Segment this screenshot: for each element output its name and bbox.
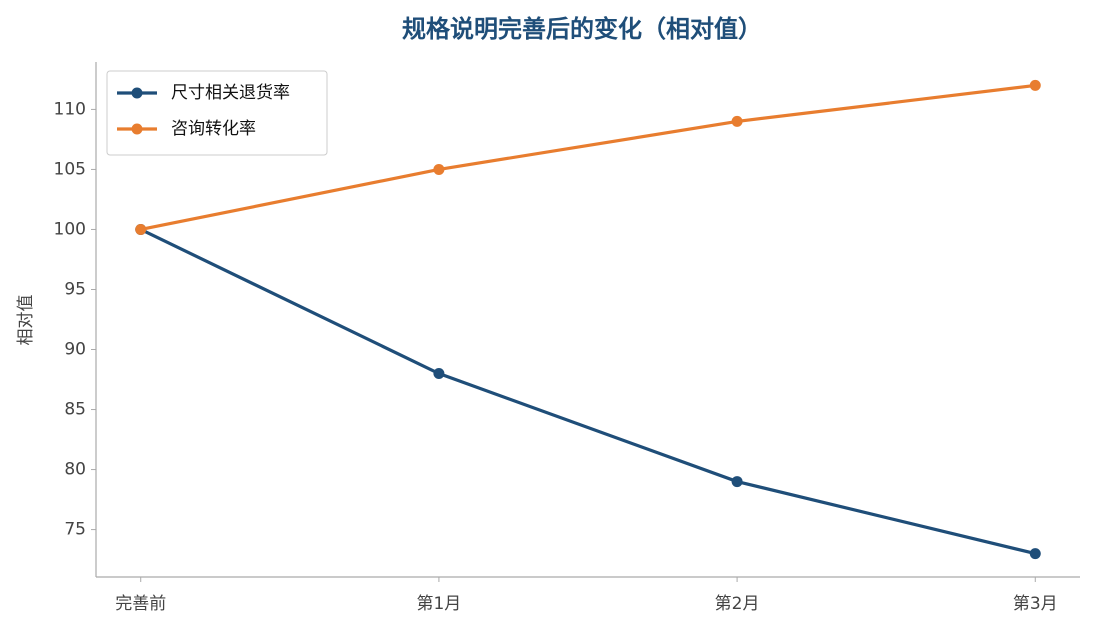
y-tick-label: 85 <box>64 400 86 420</box>
point <box>1029 548 1041 560</box>
y-tick-label: 75 <box>64 520 86 540</box>
legend-label: 尺寸相关退货率 <box>171 83 290 103</box>
y-axis-label: 相对值 <box>16 295 36 346</box>
x-tick-label: 第1月 <box>416 594 461 614</box>
point <box>433 368 445 380</box>
legend-marker <box>131 123 143 135</box>
point <box>731 115 743 127</box>
legend-label: 咨询转化率 <box>171 119 256 139</box>
legend-box <box>106 70 328 156</box>
x-tick-label: 第3月 <box>1013 594 1058 614</box>
y-tick-label: 80 <box>64 460 86 480</box>
line <box>140 83 1036 232</box>
point <box>731 476 743 488</box>
point <box>1029 79 1041 91</box>
chart-title: 规格说明完善后的变化（相对值） <box>402 15 762 43</box>
point <box>135 223 147 235</box>
y-tick-label: 110 <box>54 99 86 119</box>
x-tick-label: 完善前 <box>115 594 166 614</box>
line <box>140 228 1036 556</box>
point <box>433 163 445 175</box>
y-tick-label: 95 <box>64 279 86 299</box>
y-tick-label: 90 <box>64 340 86 360</box>
x-tick-label: 第2月 <box>715 594 760 614</box>
y-tick-label: 105 <box>54 159 86 179</box>
legend-marker <box>131 87 143 99</box>
y-tick-label: 100 <box>54 219 86 239</box>
